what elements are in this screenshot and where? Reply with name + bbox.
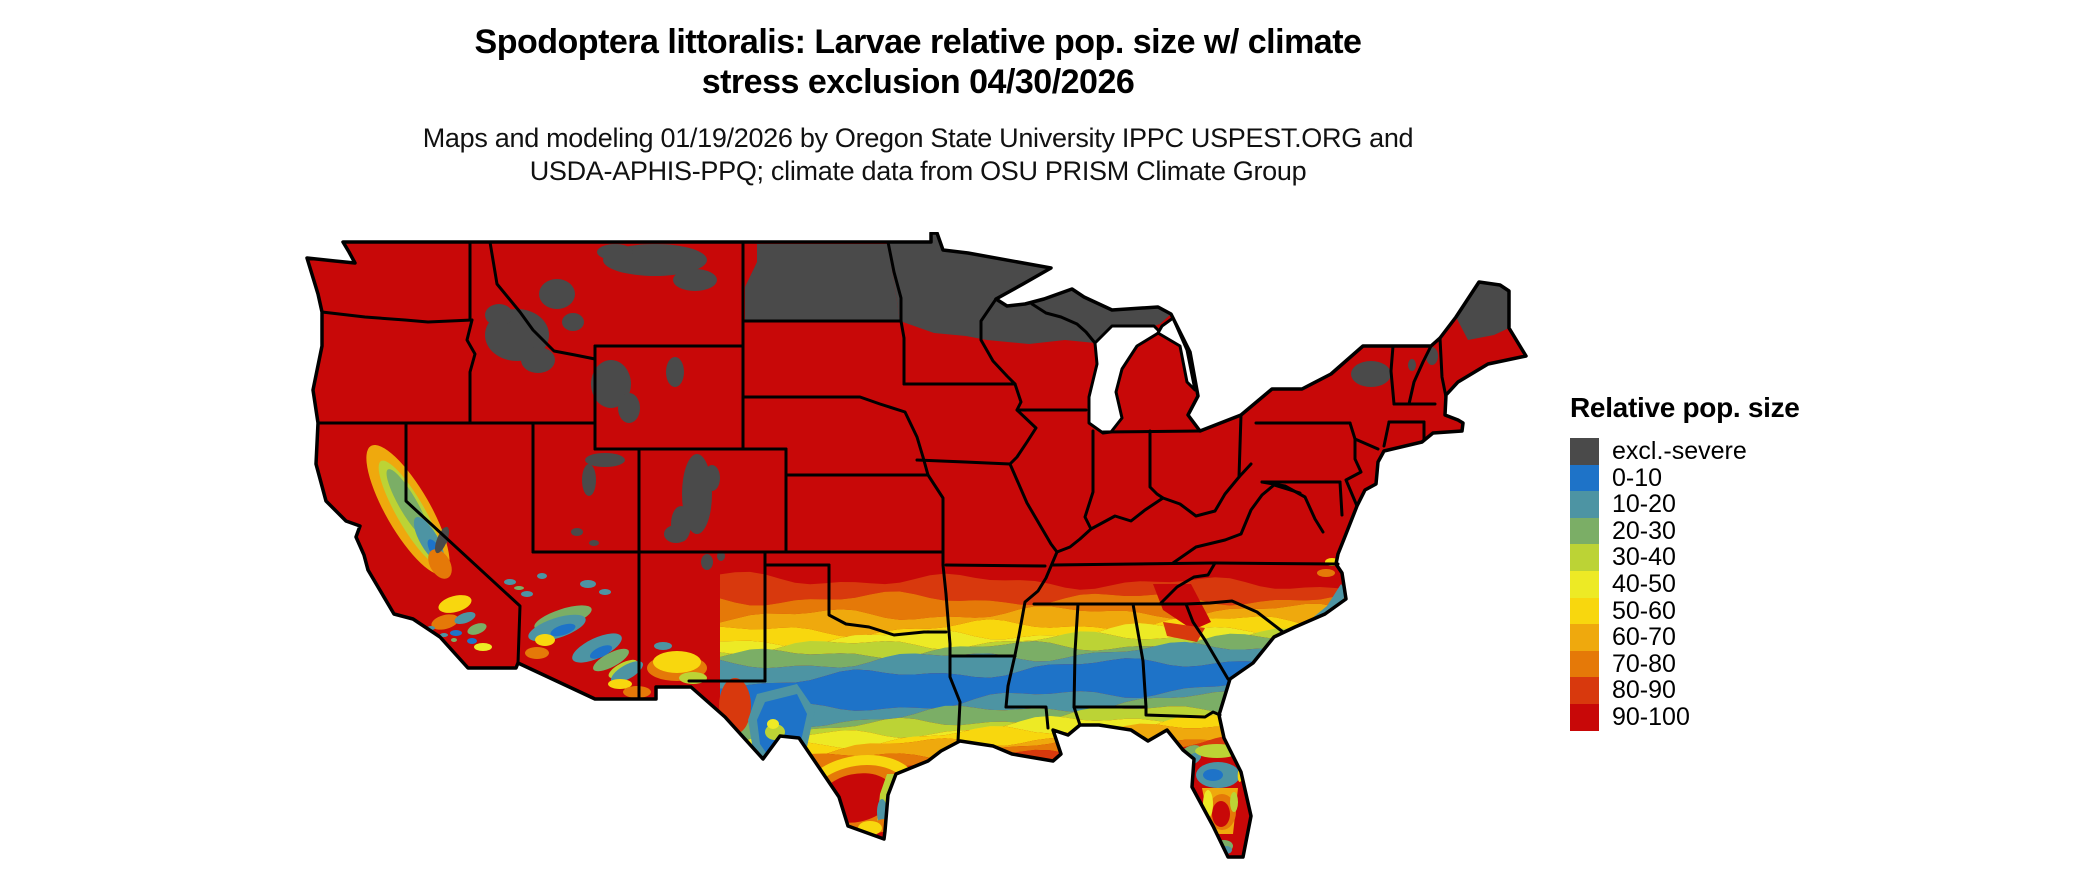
legend-label: 30-40 bbox=[1612, 543, 1676, 572]
legend-label: 80-90 bbox=[1612, 676, 1676, 705]
legend-label: 70-80 bbox=[1612, 649, 1676, 678]
legend-item: 30-40 bbox=[1570, 544, 1900, 571]
legend-item: 50-60 bbox=[1570, 596, 1900, 625]
us-map bbox=[305, 232, 1528, 859]
legend-label: 40-50 bbox=[1612, 569, 1676, 598]
legend-swatch-0-10 bbox=[1570, 464, 1599, 492]
band-11-30-40 bbox=[720, 697, 1365, 748]
lake-michigan bbox=[1087, 324, 1162, 435]
band-10-20-30 bbox=[720, 691, 1365, 740]
legend-item: 60-70 bbox=[1570, 624, 1900, 651]
band-13-50-60 bbox=[720, 714, 1365, 759]
us-map-container bbox=[305, 232, 1530, 875]
band-7-10-20 bbox=[720, 641, 1365, 689]
page-subtitle: Maps and modeling 01/19/2026 by Oregon S… bbox=[413, 122, 1423, 188]
legend-item: excl.-severe bbox=[1570, 438, 1900, 465]
page-subtitle-line1: Maps and modeling 01/19/2026 by Oregon S… bbox=[422, 123, 1414, 153]
page-title: Spodoptera littoralis: Larvae relative p… bbox=[413, 22, 1423, 102]
legend-swatch-80-90 bbox=[1570, 677, 1599, 704]
great-lakes bbox=[1087, 316, 1197, 435]
legend-swatch-excl bbox=[1570, 438, 1599, 465]
legend-label: 50-60 bbox=[1612, 596, 1676, 625]
legend: Relative pop. size excl.-severe 0-10 10-20… bbox=[1570, 392, 1900, 731]
legend-title: Relative pop. size bbox=[1570, 392, 1800, 423]
legend-swatch-40-50 bbox=[1570, 570, 1599, 598]
legend-label: 20-30 bbox=[1612, 516, 1676, 545]
legend-label: 90-100 bbox=[1612, 702, 1690, 731]
state-borders bbox=[316, 240, 1448, 743]
legend-swatch-60-70 bbox=[1570, 624, 1599, 651]
conus-outline bbox=[305, 232, 1528, 859]
legend-swatch-50-60 bbox=[1570, 597, 1599, 625]
legend-swatch-90-100 bbox=[1570, 703, 1599, 731]
band-14-60-70 bbox=[720, 720, 1365, 769]
band-5-30-40 bbox=[720, 628, 1365, 659]
page-title-line1: Spodoptera littoralis: Larvae relative p… bbox=[474, 23, 1362, 61]
band-4-40-50 bbox=[720, 623, 1365, 655]
legend-label: 0-10 bbox=[1612, 463, 1663, 492]
legend-label: excl.-severe bbox=[1612, 437, 1747, 465]
legend-swatch-20-30 bbox=[1570, 517, 1599, 545]
legend-swatch-10-20 bbox=[1570, 491, 1599, 518]
legend-label: 10-20 bbox=[1612, 490, 1676, 519]
legend-item: 80-90 bbox=[1570, 677, 1900, 704]
band-2-60-70 bbox=[720, 603, 1365, 637]
band-8-0-10 bbox=[720, 651, 1365, 715]
legend-item: 10-20 bbox=[1570, 491, 1900, 518]
legend-swatch-70-80 bbox=[1570, 650, 1599, 678]
legend-label: 60-70 bbox=[1612, 623, 1676, 652]
legend-item: 20-30 bbox=[1570, 518, 1900, 545]
legend-item: 40-50 bbox=[1570, 571, 1900, 598]
band-9-10-20 bbox=[720, 676, 1365, 728]
band-6-20-30 bbox=[720, 633, 1365, 669]
page-subtitle-line2: USDA-APHIS-PPQ; climate data from OSU PR… bbox=[529, 156, 1307, 186]
band-0-80-90 bbox=[720, 571, 1365, 606]
legend-item: 90-100 bbox=[1570, 704, 1900, 731]
legend-item: 0-10 bbox=[1570, 463, 1900, 492]
map-gray-exclusion-zones bbox=[433, 234, 1509, 570]
legend-items: excl.-severe 0-10 10-20 20-30 30-40 40-50 50-6… bbox=[1570, 438, 1900, 731]
legend-item: 70-80 bbox=[1570, 651, 1900, 678]
page-title-line2: stress exclusion 04/30/2026 bbox=[701, 63, 1135, 101]
band-1-70-80 bbox=[720, 591, 1365, 623]
legend-swatch-30-40 bbox=[1570, 544, 1599, 571]
